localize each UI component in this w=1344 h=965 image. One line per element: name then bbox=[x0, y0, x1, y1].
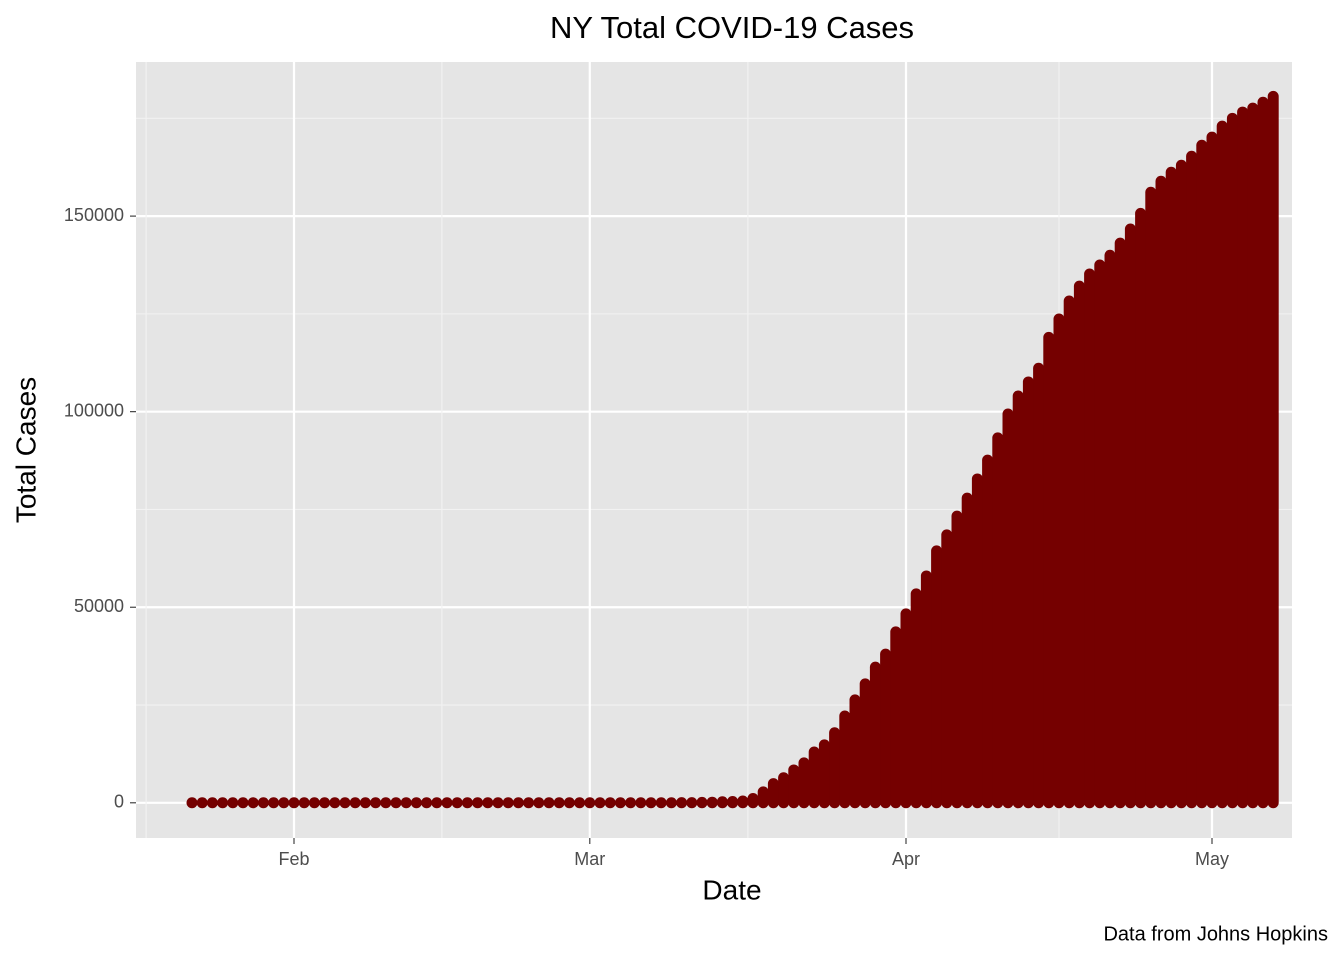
y-tick-label: 0 bbox=[114, 792, 124, 812]
y-tick-label: 50000 bbox=[74, 596, 124, 616]
x-tick-label: Feb bbox=[278, 849, 309, 869]
x-tick-label: May bbox=[1195, 849, 1229, 869]
y-tick-label: 150000 bbox=[64, 205, 124, 225]
caption: Data from Johns Hopkins bbox=[1103, 923, 1328, 945]
chart-title: NY Total COVID-19 Cases bbox=[550, 10, 914, 45]
x-tick-label: Mar bbox=[574, 849, 605, 869]
x-axis-title: Date bbox=[702, 874, 761, 905]
y-axis-title: Total Cases bbox=[10, 377, 41, 523]
marks bbox=[186, 90, 1279, 809]
y-tick-label: 100000 bbox=[64, 400, 124, 420]
x-tick-label: Apr bbox=[892, 849, 920, 869]
